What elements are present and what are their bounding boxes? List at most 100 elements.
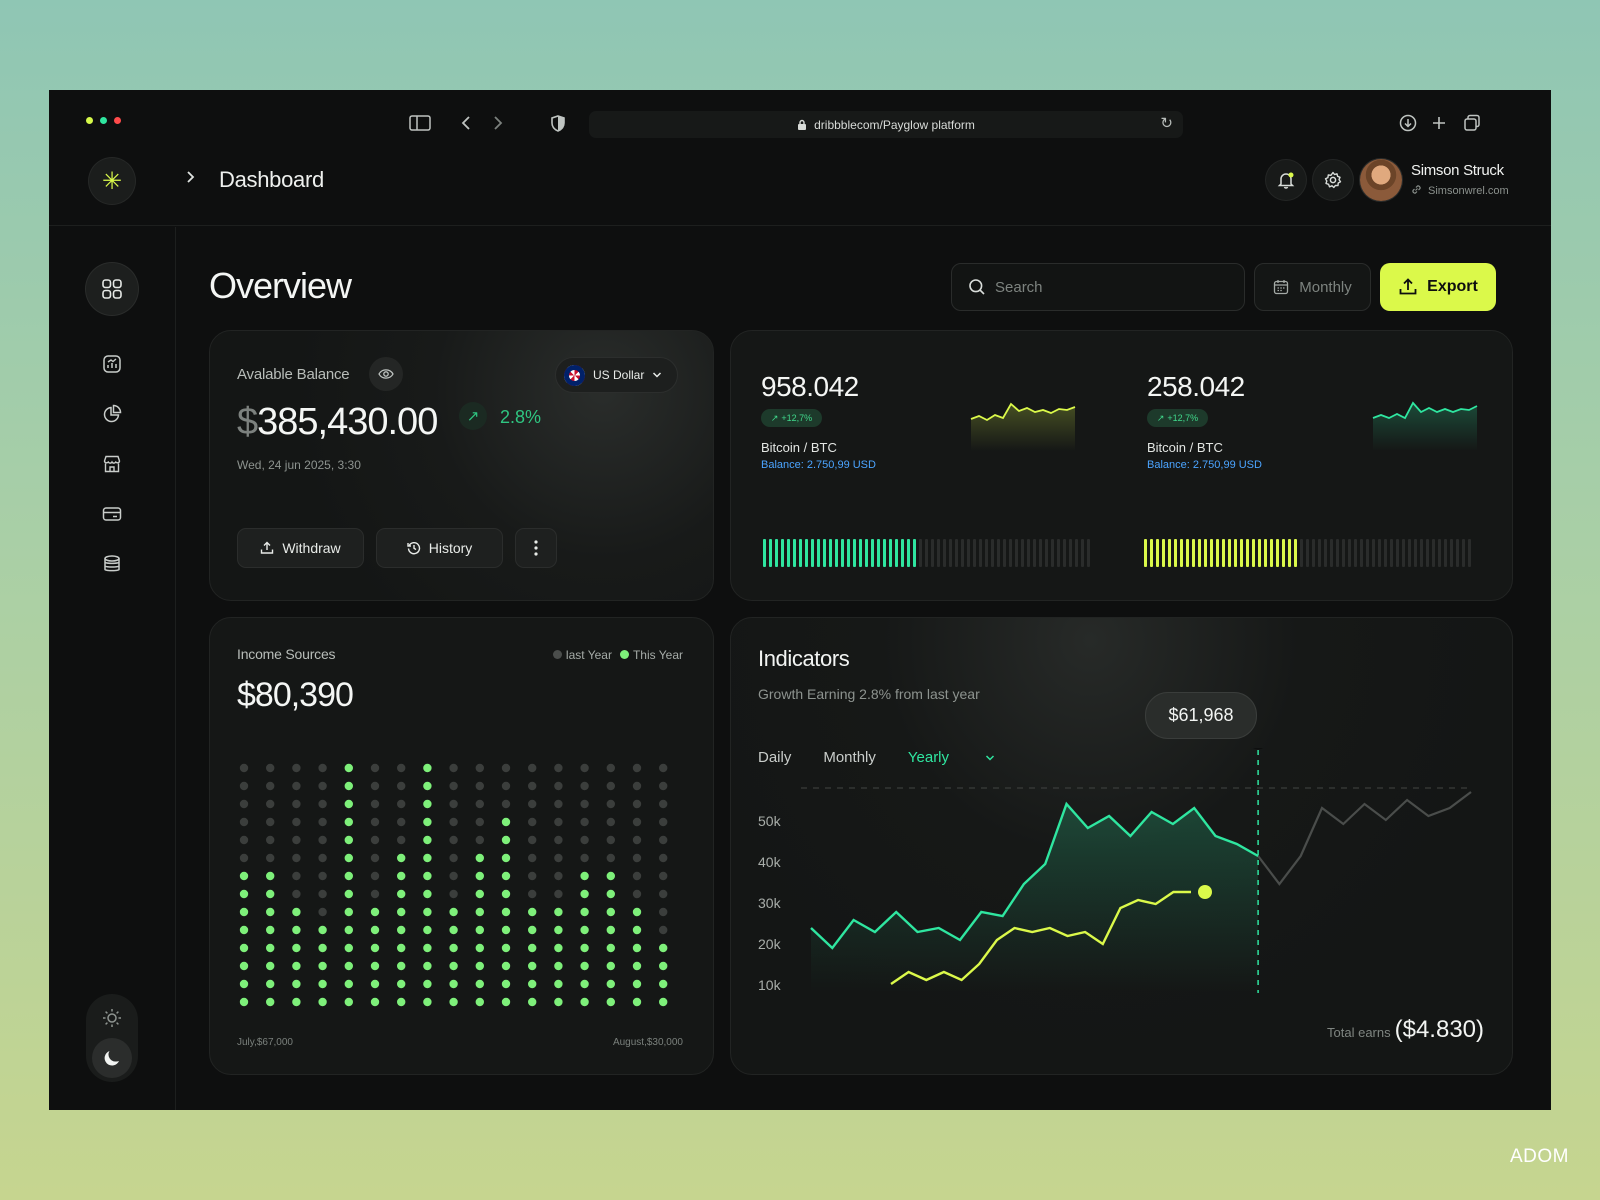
avatar[interactable] bbox=[1360, 159, 1402, 201]
income-dot bbox=[659, 997, 668, 1007]
progress-bar-segment bbox=[997, 539, 1000, 567]
progress-bar-segment bbox=[901, 539, 904, 567]
progress-bar-segment bbox=[841, 539, 844, 567]
income-dot bbox=[239, 889, 249, 899]
history-button[interactable]: History bbox=[376, 528, 503, 568]
income-dot bbox=[501, 907, 511, 917]
upload-icon bbox=[261, 541, 274, 554]
series-line-current bbox=[810, 801, 1259, 950]
sidebar-toggle-icon[interactable] bbox=[407, 110, 433, 136]
income-dot bbox=[528, 799, 537, 809]
progress-bar-segment bbox=[1186, 539, 1189, 567]
income-dot bbox=[554, 817, 563, 827]
progress-bar-segment bbox=[835, 539, 838, 567]
sidebar-item-dashboard[interactable] bbox=[86, 263, 138, 315]
progress-bar-segment bbox=[1420, 539, 1423, 567]
income-dot bbox=[528, 853, 537, 863]
income-dot bbox=[370, 835, 380, 845]
income-dot bbox=[344, 799, 353, 809]
income-dot bbox=[449, 781, 458, 791]
income-dot bbox=[397, 925, 406, 935]
logo-icon[interactable]: ✳ bbox=[89, 158, 135, 204]
income-dot bbox=[423, 763, 432, 773]
progress-bar-segment bbox=[1390, 539, 1393, 567]
income-dot bbox=[344, 925, 353, 935]
progress-bar-segment bbox=[1336, 539, 1339, 567]
progress-bar-segment bbox=[1045, 539, 1048, 567]
income-dot bbox=[344, 853, 353, 863]
income-dot bbox=[344, 943, 353, 953]
progress-bar-segment bbox=[871, 539, 874, 567]
search-placeholder: Search bbox=[995, 278, 1043, 296]
income-dot bbox=[580, 781, 589, 791]
sidebar-item-reports[interactable] bbox=[86, 388, 138, 440]
window-dot[interactable] bbox=[86, 117, 93, 124]
sidebar-item-database[interactable] bbox=[86, 538, 138, 590]
currency-label: US Dollar bbox=[593, 368, 645, 382]
income-dot bbox=[659, 943, 668, 953]
progress-bar-segment bbox=[1438, 539, 1441, 567]
income-dot bbox=[370, 997, 380, 1007]
progress-bar-segment bbox=[1432, 539, 1435, 567]
settings-button[interactable] bbox=[1313, 160, 1353, 200]
income-dot bbox=[344, 997, 353, 1007]
window-dot[interactable] bbox=[100, 117, 107, 124]
progress-bar-segment bbox=[1468, 539, 1471, 567]
grid-icon bbox=[102, 279, 122, 299]
tab-monthly[interactable]: Monthly bbox=[823, 749, 876, 766]
income-dot bbox=[632, 943, 642, 953]
income-dot bbox=[580, 871, 589, 881]
light-mode-button[interactable] bbox=[100, 1006, 124, 1035]
income-dot bbox=[659, 925, 668, 935]
y-tick: 20k bbox=[758, 936, 781, 952]
search-input[interactable]: Search bbox=[951, 263, 1245, 311]
new-tab-icon[interactable] bbox=[1426, 110, 1452, 136]
income-dot bbox=[580, 979, 589, 989]
more-options-button[interactable] bbox=[515, 528, 557, 568]
sidebar-item-analytics[interactable] bbox=[86, 338, 138, 390]
sun-icon bbox=[103, 1009, 121, 1027]
window-dot[interactable] bbox=[114, 117, 121, 124]
sidebar-item-cards[interactable] bbox=[86, 488, 138, 540]
progress-bar-segment bbox=[1033, 539, 1036, 567]
tabs-overview-icon[interactable] bbox=[1459, 110, 1485, 136]
toggle-visibility-button[interactable] bbox=[369, 357, 403, 391]
tab-yearly[interactable]: Yearly bbox=[908, 749, 995, 766]
income-dot bbox=[370, 853, 380, 863]
shield-icon[interactable] bbox=[545, 110, 571, 136]
period-select[interactable]: Monthly bbox=[1254, 263, 1371, 311]
address-bar[interactable]: dribbblecom/Payglow platform ↻ bbox=[589, 111, 1183, 138]
forward-icon[interactable] bbox=[485, 110, 511, 136]
progress-bar-segment bbox=[811, 539, 814, 567]
series-end-point bbox=[1198, 885, 1212, 899]
back-icon[interactable] bbox=[453, 110, 479, 136]
income-dot bbox=[397, 763, 406, 773]
user-email-row[interactable]: Simsonwrel.com bbox=[1411, 184, 1509, 198]
income-dot bbox=[632, 871, 642, 881]
income-dot bbox=[606, 907, 615, 917]
sidebar-item-store[interactable] bbox=[86, 438, 138, 490]
income-dot bbox=[266, 799, 275, 809]
progress-bar-segment bbox=[1222, 539, 1225, 567]
progress-bar-segment bbox=[1039, 539, 1042, 567]
download-icon[interactable] bbox=[1395, 110, 1421, 136]
reload-icon[interactable]: ↻ bbox=[1160, 115, 1173, 132]
progress-bar-segment bbox=[865, 539, 868, 567]
income-dot bbox=[475, 781, 484, 791]
income-dot bbox=[580, 943, 589, 953]
income-dot bbox=[397, 943, 406, 953]
coin-sparkline bbox=[1372, 401, 1478, 451]
income-dot bbox=[449, 907, 458, 917]
income-dot bbox=[266, 817, 275, 827]
income-dot bbox=[370, 871, 380, 881]
tab-daily[interactable]: Daily bbox=[758, 749, 792, 766]
currency-select[interactable]: US Dollar bbox=[555, 357, 678, 393]
chart-tooltip: $61,968 bbox=[1145, 692, 1257, 739]
dark-mode-button[interactable] bbox=[92, 1038, 132, 1078]
chevron-right-icon[interactable] bbox=[186, 170, 196, 189]
withdraw-button[interactable]: Withdraw bbox=[237, 528, 364, 568]
income-amount: $80,390 bbox=[237, 676, 354, 714]
income-dot bbox=[344, 979, 353, 989]
export-button[interactable]: Export bbox=[1380, 263, 1496, 311]
notification-button[interactable] bbox=[1266, 160, 1306, 200]
